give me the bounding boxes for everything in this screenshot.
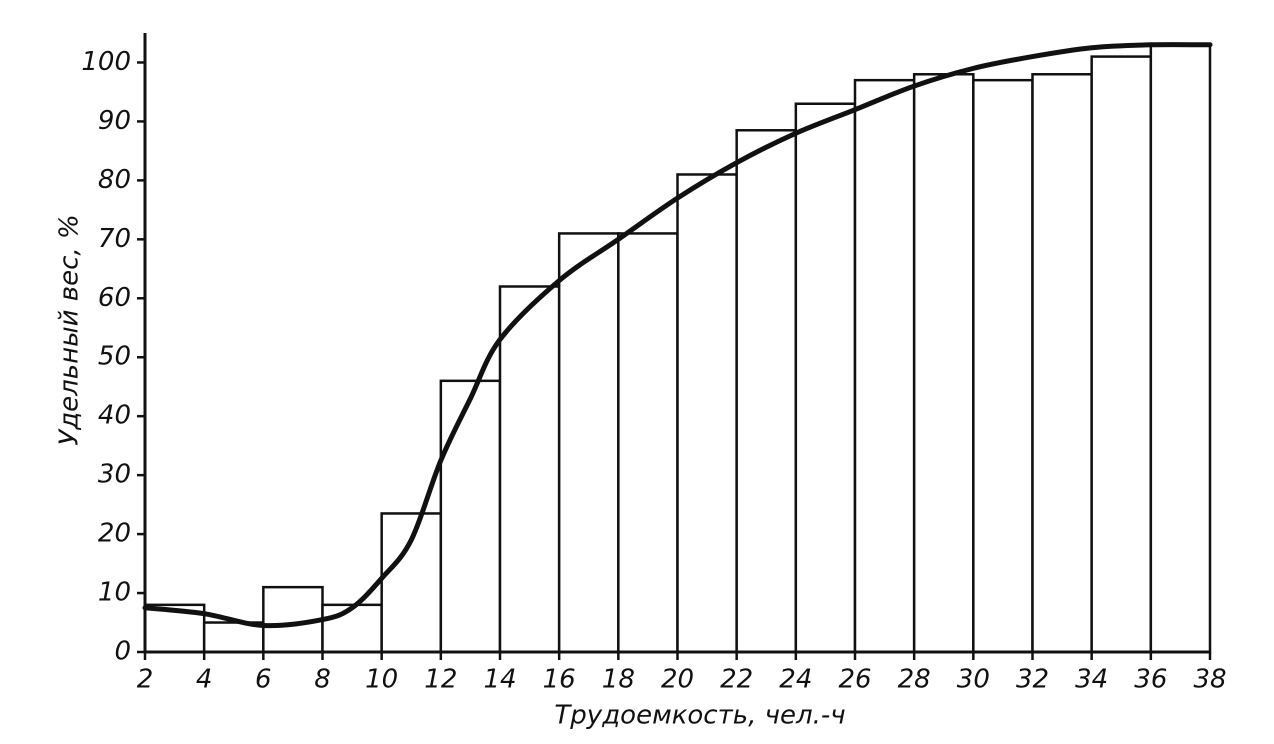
bar (557, 232, 620, 654)
y-tick-label: 50 (98, 342, 131, 372)
y-tick-label: 30 (98, 460, 131, 490)
bar (439, 379, 502, 654)
bar (676, 173, 738, 654)
bar (321, 603, 383, 654)
y-tick-label: 90 (98, 106, 131, 136)
bar (1090, 55, 1153, 654)
bar (912, 73, 975, 654)
y-axis-label: Удельный вес, % (55, 214, 85, 445)
x-tick-label: 20 (661, 665, 694, 695)
x-tick-label: 38 (1193, 665, 1226, 695)
y-tick-label: 60 (98, 283, 131, 313)
x-tick-label: 14 (483, 665, 516, 695)
x-tick-label: 22 (720, 665, 753, 695)
y-tick-label: 20 (98, 519, 131, 549)
bar (1149, 43, 1212, 654)
x-tick-label: 24 (779, 665, 812, 695)
bar (617, 232, 679, 654)
bar (735, 129, 798, 654)
bar (1031, 73, 1093, 654)
bar (498, 285, 561, 654)
x-tick-label: 28 (898, 665, 931, 695)
y-tick-label: 100 (81, 47, 131, 77)
bar (794, 102, 857, 654)
curve (142, 42, 1213, 629)
x-tick-label: 10 (365, 665, 398, 695)
x-tick-label: 6 (255, 665, 272, 695)
x-tick-label: 18 (602, 665, 635, 695)
bar (853, 78, 916, 654)
y-tick-label: 80 (98, 165, 131, 195)
y-tick-label: 0 (114, 637, 131, 667)
y-tick-label: 70 (98, 224, 131, 254)
bar (972, 78, 1034, 654)
x-tick-label: 32 (1016, 665, 1049, 695)
x-tick-label: 36 (1134, 665, 1167, 695)
x-tick-label: 12 (424, 665, 457, 695)
x-tick-label: 34 (1075, 665, 1108, 695)
x-tick-label: 4 (196, 665, 213, 695)
x-tick-label: 2 (137, 665, 154, 695)
x-tick-label: 26 (838, 665, 871, 695)
x-tick-label: 30 (957, 665, 990, 695)
y-tick-label: 10 (98, 578, 131, 608)
x-axis-label: Трудоемкость, чел.-ч (554, 701, 845, 731)
x-tick-label: 16 (543, 665, 576, 695)
y-tick-label: 40 (98, 401, 131, 431)
x-tick-label: 8 (314, 665, 331, 695)
